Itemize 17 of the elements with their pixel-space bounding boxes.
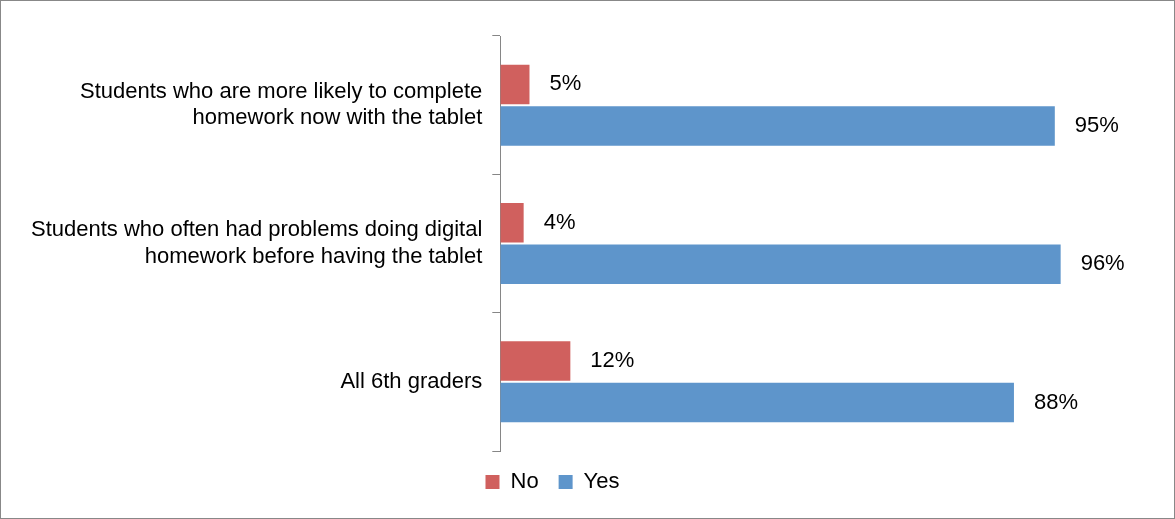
bar xyxy=(500,64,530,105)
data-label: 88% xyxy=(1033,388,1078,414)
data-label: 95% xyxy=(1074,111,1119,137)
y-tick-label: Students who are more likely to complete homework now with the tablet xyxy=(79,78,483,130)
data-label: 5% xyxy=(549,70,582,96)
y-tick-label: Students who often had problems doing digital homework before having the tablet xyxy=(30,216,483,268)
data-label: 4% xyxy=(543,208,576,234)
bar xyxy=(500,203,524,243)
bar xyxy=(500,244,1061,284)
legend-label: Yes xyxy=(583,468,620,494)
bar xyxy=(500,341,571,381)
legend-label: No xyxy=(510,468,539,494)
bar xyxy=(500,382,1014,423)
bar xyxy=(500,106,1055,146)
data-label: 12% xyxy=(590,347,635,373)
data-label: 96% xyxy=(1080,250,1125,276)
y-tick-label: All 6th graders xyxy=(340,367,483,393)
